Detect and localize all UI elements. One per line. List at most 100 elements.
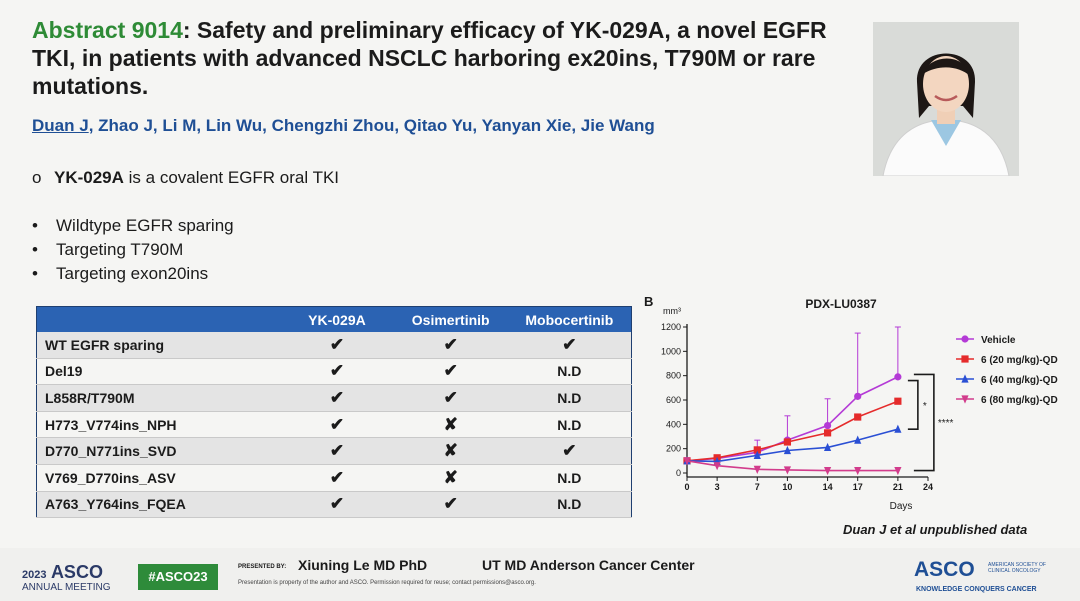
- data-point: [753, 465, 761, 474]
- cross-icon: ✘: [393, 464, 508, 492]
- check-icon: ✔: [280, 358, 394, 386]
- table-row: H773_V774ins_NPH ✔ ✘ N.D: [36, 411, 632, 439]
- series-line: [686, 400, 899, 462]
- chart-x-label: Days: [890, 501, 913, 512]
- meeting-subtitle: ANNUAL MEETING: [22, 582, 111, 593]
- y-tick-label: 400: [666, 419, 681, 429]
- table-row: D770_N771ins_SVD ✔ ✘ ✔: [36, 437, 632, 465]
- cross-icon: ✘: [393, 411, 508, 439]
- data-point: [894, 466, 902, 476]
- mutation-label: H773_V774ins_NPH: [36, 411, 281, 439]
- presenter-photo: [873, 22, 1019, 176]
- x-tick-label: 7: [755, 482, 760, 492]
- check-icon: ✔: [280, 411, 394, 439]
- table-header-row: YK-029A Osimertinib Mobocertinib: [36, 306, 632, 332]
- series-group: [683, 424, 902, 466]
- not-determined: N.D: [507, 411, 632, 439]
- x-tick-label: 17: [853, 482, 863, 492]
- check-icon: ✔: [280, 384, 394, 412]
- x-tick-label: 10: [782, 482, 792, 492]
- x-tick-label: 21: [893, 482, 903, 492]
- not-determined: N.D: [507, 358, 632, 386]
- check-icon: ✔: [507, 332, 632, 359]
- data-point: [854, 435, 862, 444]
- y-tick-label: 1200: [661, 322, 681, 332]
- check-icon: ✔: [393, 491, 508, 519]
- other-authors: , Zhao J, Li M, Lin Wu, Chengzhi Zhou, Q…: [88, 116, 655, 135]
- legend-label: 6 (20 mg/kg)-QD: [981, 355, 1058, 366]
- data-point: [823, 466, 832, 476]
- presented-by-label: PRESENTED BY:: [238, 564, 287, 570]
- not-determined: N.D: [507, 491, 632, 519]
- data-point: [961, 335, 969, 343]
- citation: Duan J et al unpublished data: [843, 522, 1028, 537]
- meeting-logo: 2023 ASCO ANNUAL MEETING: [22, 562, 111, 593]
- x-tick-label: 24: [923, 482, 933, 492]
- data-point: [894, 424, 902, 433]
- data-point: [823, 429, 832, 437]
- bullet-item: • Targeting exon20ins: [32, 264, 209, 283]
- institution: UT MD Anderson Cancer Center: [482, 557, 695, 573]
- series-line: [686, 376, 899, 462]
- bullet-text: Targeting exon20ins: [56, 264, 209, 283]
- significance-marker: ****: [938, 418, 954, 429]
- presenter-name: Xiuning Le MD PhD: [298, 557, 428, 573]
- mutation-table: YK-029A Osimertinib Mobocertinib WT EGFR…: [36, 306, 632, 519]
- legend-label: Vehicle: [981, 335, 1016, 346]
- chart-title: PDX-LU0387: [805, 297, 877, 311]
- authors: Duan J, Zhao J, Li M, Lin Wu, Chengzhi Z…: [32, 116, 655, 136]
- bullet-item: • Targeting T790M: [32, 240, 184, 259]
- bullet-item: • Wildtype EGFR sparing: [32, 216, 234, 235]
- x-tick-label: 3: [715, 482, 720, 492]
- footer-bar: 2023 ASCO ANNUAL MEETING #ASCO23 PRESENT…: [0, 548, 1080, 601]
- significance-bracket: [907, 379, 919, 430]
- legend-label: 6 (80 mg/kg)-QD: [981, 395, 1058, 406]
- chart-y-unit: mm³: [663, 306, 681, 316]
- data-point: [854, 413, 862, 421]
- x-tick-label: 14: [823, 482, 833, 492]
- check-icon: ✔: [280, 491, 394, 519]
- bullet-text: Wildtype EGFR sparing: [56, 216, 234, 235]
- data-point: [894, 397, 902, 405]
- tumor-volume-chart: B mm³ PDX-LU0387 Days 0 200 400 600 800 1000 1…: [644, 294, 1058, 512]
- data-point: [961, 374, 969, 383]
- mutation-label: V769_D770ins_ASV: [36, 464, 281, 492]
- check-icon: ✔: [393, 358, 508, 386]
- logo-tagline: KNOWLEDGE CONQUERS CANCER: [916, 586, 1037, 593]
- y-tick-label: 600: [666, 395, 681, 405]
- legend-entry: 6 (20 mg/kg)-QD: [956, 355, 1058, 366]
- hashtag-badge: #ASCO23: [138, 564, 218, 590]
- bullet-list: • Wildtype EGFR sparing • Targeting T790M …: [32, 214, 234, 286]
- data-point: [783, 445, 792, 455]
- reuse-notice: Presentation is property of the author a…: [238, 580, 536, 586]
- data-point: [961, 395, 969, 404]
- mutation-label: L858R/T790M: [36, 384, 281, 412]
- mutation-label: A763_Y764ins_FQEA: [36, 491, 281, 519]
- table-header-cell: Osimertinib: [393, 306, 508, 332]
- series-group: [683, 457, 902, 476]
- data-point: [961, 355, 969, 363]
- not-determined: N.D: [507, 464, 632, 492]
- lead-text: is a covalent EGFR oral TKI: [123, 168, 340, 187]
- data-point: [854, 392, 862, 400]
- check-icon: ✔: [280, 464, 394, 492]
- data-point: [753, 446, 761, 454]
- legend-entry: 6 (40 mg/kg)-QD: [956, 374, 1058, 386]
- y-tick-label: 1000: [661, 346, 681, 356]
- not-determined: N.D: [507, 384, 632, 412]
- check-icon: ✔: [507, 437, 632, 465]
- mutation-label: WT EGFR sparing: [36, 332, 281, 359]
- x-tick-label: 0: [684, 482, 689, 492]
- legend-entry: Vehicle: [956, 335, 1016, 346]
- logo-wordmark: ASCO: [914, 558, 975, 581]
- significance-marker: *: [923, 401, 927, 412]
- chart-panel-label: B: [644, 294, 653, 309]
- check-icon: ✔: [393, 332, 508, 359]
- lead-drug: YK-029A: [54, 168, 124, 187]
- table-row: V769_D770ins_ASV ✔ ✘ N.D: [36, 464, 632, 492]
- table-row: A763_Y764ins_FQEA ✔ ✔ N.D: [36, 491, 632, 519]
- check-icon: ✔: [280, 437, 394, 465]
- data-point: [683, 457, 691, 466]
- y-tick-label: 200: [666, 444, 681, 454]
